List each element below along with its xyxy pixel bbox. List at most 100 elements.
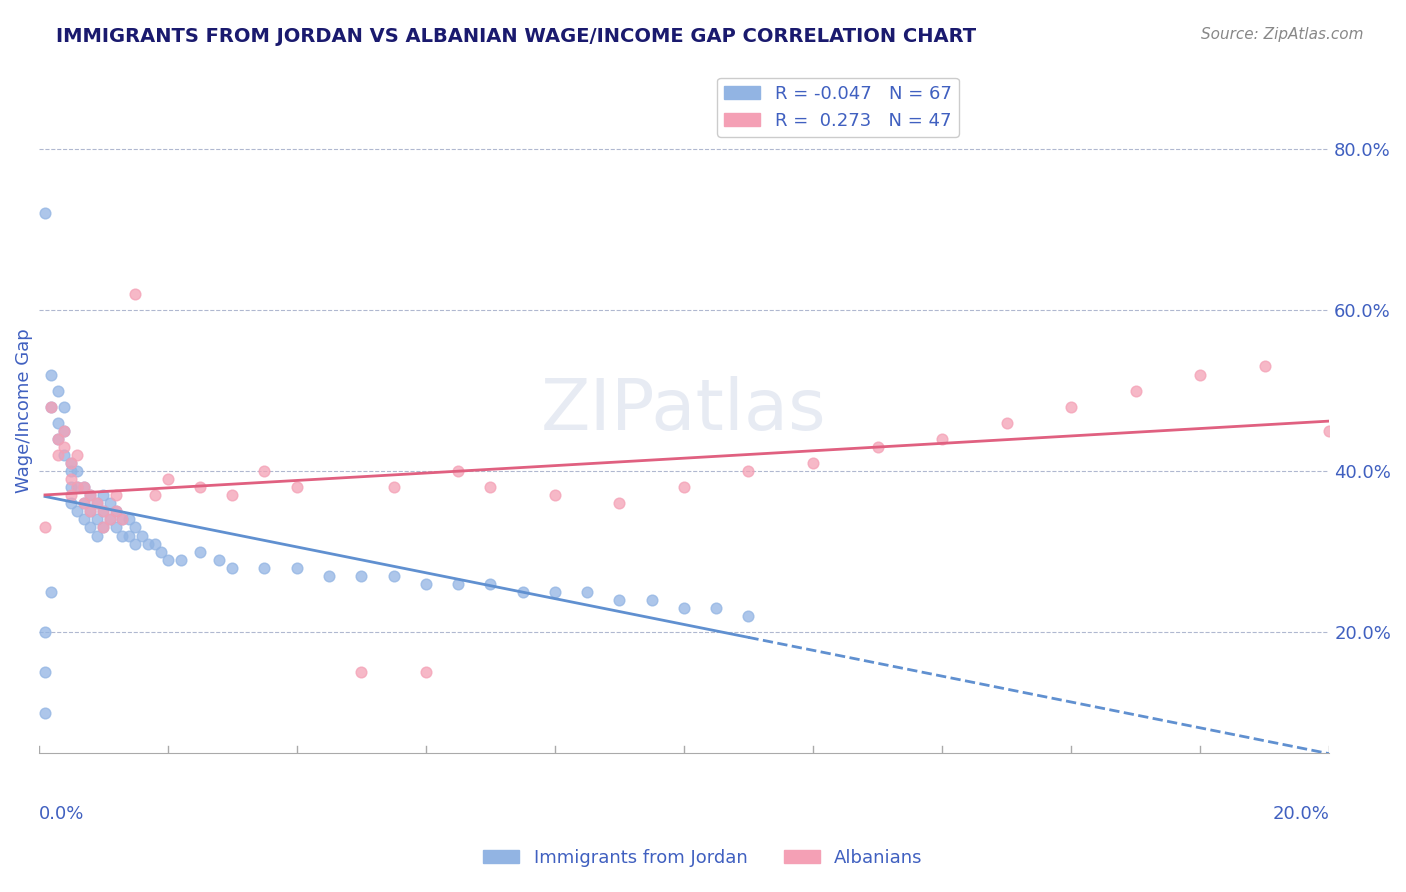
Point [66,504,89,518]
Point [105,488,128,502]
Point [111,528,134,542]
Point [318,569,340,583]
Point [124,536,146,550]
Point [41,400,63,414]
Point [150,544,173,558]
Point [188,480,211,494]
Point [105,504,128,518]
Point [91,488,114,502]
Point [98,496,121,510]
Point [41,585,63,599]
Point [253,560,276,574]
Text: 20.0%: 20.0% [1272,805,1329,823]
Point [131,528,153,542]
Point [34,665,56,680]
Point [609,496,631,510]
Point [53,440,76,454]
Point [479,480,502,494]
Point [704,601,727,615]
Point [415,665,437,680]
Point [169,552,191,566]
Point [544,488,567,502]
Point [66,448,89,462]
Point [1060,400,1083,414]
Point [447,464,470,478]
Point [73,512,96,526]
Point [105,504,128,518]
Legend: R = -0.047   N = 67, R =  0.273   N = 47: R = -0.047 N = 67, R = 0.273 N = 47 [717,78,959,137]
Point [59,456,82,470]
Point [34,625,56,640]
Point [59,472,82,486]
Point [34,706,56,720]
Point [156,552,179,566]
Point [995,416,1018,430]
Point [66,480,89,494]
Point [382,569,405,583]
Point [105,520,128,534]
Point [86,512,108,526]
Point [350,665,373,680]
Point [931,432,953,446]
Point [59,456,82,470]
Point [53,424,76,438]
Point [53,448,76,462]
Point [41,368,63,382]
Point [66,480,89,494]
Point [111,512,134,526]
Point [544,585,567,599]
Point [350,569,373,583]
Legend: Immigrants from Jordan, Albanians: Immigrants from Jordan, Albanians [477,842,929,874]
Point [124,520,146,534]
Point [221,488,243,502]
Text: IMMIGRANTS FROM JORDAN VS ALBANIAN WAGE/INCOME GAP CORRELATION CHART: IMMIGRANTS FROM JORDAN VS ALBANIAN WAGE/… [56,27,976,45]
Point [91,504,114,518]
Point [143,536,166,550]
Point [188,544,211,558]
Point [1189,368,1212,382]
Point [285,560,308,574]
Point [59,488,82,502]
Point [1317,424,1340,438]
Point [124,287,146,301]
Point [221,560,243,574]
Point [59,496,82,510]
Point [479,577,502,591]
Point [79,504,101,518]
Point [447,577,470,591]
Point [512,585,534,599]
Point [73,496,96,510]
Point [98,512,121,526]
Point [79,504,101,518]
Text: Source: ZipAtlas.com: Source: ZipAtlas.com [1201,27,1364,42]
Point [801,456,824,470]
Point [415,577,437,591]
Point [86,496,108,510]
Point [91,520,114,534]
Point [156,472,179,486]
Point [73,496,96,510]
Point [118,512,141,526]
Point [737,609,759,624]
Point [111,512,134,526]
Point [136,536,159,550]
Point [98,512,121,526]
Point [41,400,63,414]
Point [672,480,695,494]
Point [143,488,166,502]
Point [208,552,231,566]
Point [46,416,69,430]
Point [91,504,114,518]
Point [86,528,108,542]
Point [46,384,69,398]
Point [59,464,82,478]
Point [79,488,101,502]
Y-axis label: Wage/Income Gap: Wage/Income Gap [15,328,32,493]
Text: 0.0%: 0.0% [38,805,84,823]
Point [91,520,114,534]
Point [1125,384,1147,398]
Point [118,528,141,542]
Text: ZIPatlas: ZIPatlas [541,376,827,445]
Point [609,593,631,607]
Point [866,440,889,454]
